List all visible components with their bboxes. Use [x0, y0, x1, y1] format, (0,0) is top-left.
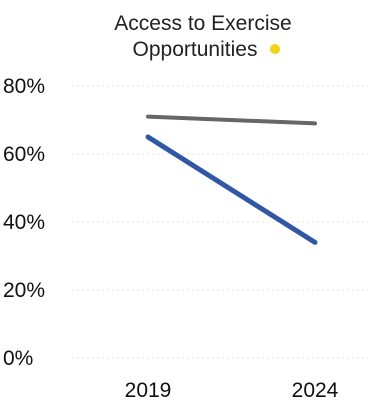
x-tick-label-2019: 2019 — [125, 379, 172, 402]
x-axis-labels: 2019 2024 — [125, 379, 339, 402]
series-line-2 — [145, 134, 318, 245]
y-tick-label-80: 80% — [3, 75, 45, 98]
y-axis-labels: 80% 60% 40% 20% 0% — [3, 75, 45, 370]
status-dot-icon — [270, 44, 280, 54]
chart-title-line-1: Access to Exercise — [114, 12, 291, 35]
x-tick-label-2024: 2024 — [292, 379, 339, 402]
y-tick-label-20: 20% — [3, 279, 45, 302]
y-tick-label-40: 40% — [3, 211, 45, 234]
y-tick-label-0: 0% — [3, 347, 33, 370]
y-tick-label-60: 60% — [3, 143, 45, 166]
series-layer — [145, 114, 318, 245]
chart-title-line-2: Opportunities — [133, 38, 258, 61]
series-line-1 — [146, 114, 317, 126]
grid-layer — [72, 85, 368, 359]
